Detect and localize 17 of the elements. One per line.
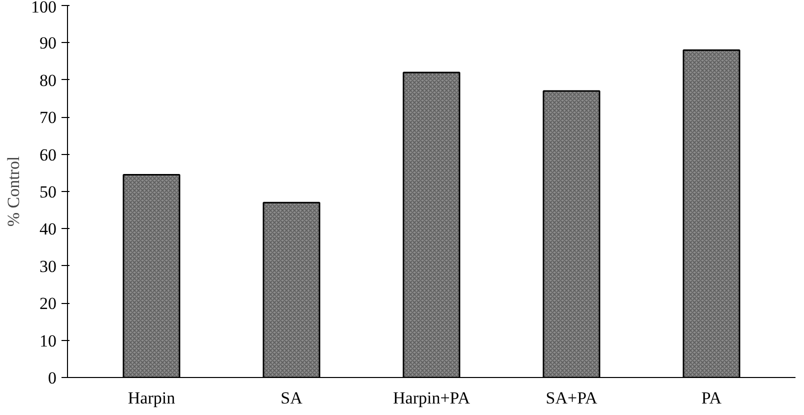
x-tick-label: SA+PA xyxy=(546,388,598,408)
y-axis-title: % Control xyxy=(4,156,23,227)
y-tick-label: 60 xyxy=(40,145,56,164)
y-tick-label: 80 xyxy=(40,70,56,90)
y-tick-label: 20 xyxy=(40,294,56,314)
y-tick-label: 90 xyxy=(40,34,56,53)
x-tick-label: PA xyxy=(701,388,722,408)
x-tick-label: Harpin+PA xyxy=(393,388,471,408)
y-tick-label: 50 xyxy=(40,182,56,202)
y-tick-label: 10 xyxy=(40,331,56,350)
y-tick-label: 100 xyxy=(31,0,56,16)
y-tick-label: 0 xyxy=(48,368,56,388)
x-tick-label: Harpin xyxy=(128,388,176,408)
y-tick-label: 30 xyxy=(40,256,56,276)
x-tick-label: SA xyxy=(280,388,304,408)
y-tick-label: 70 xyxy=(40,108,56,128)
y-tick-label: 40 xyxy=(40,220,56,239)
